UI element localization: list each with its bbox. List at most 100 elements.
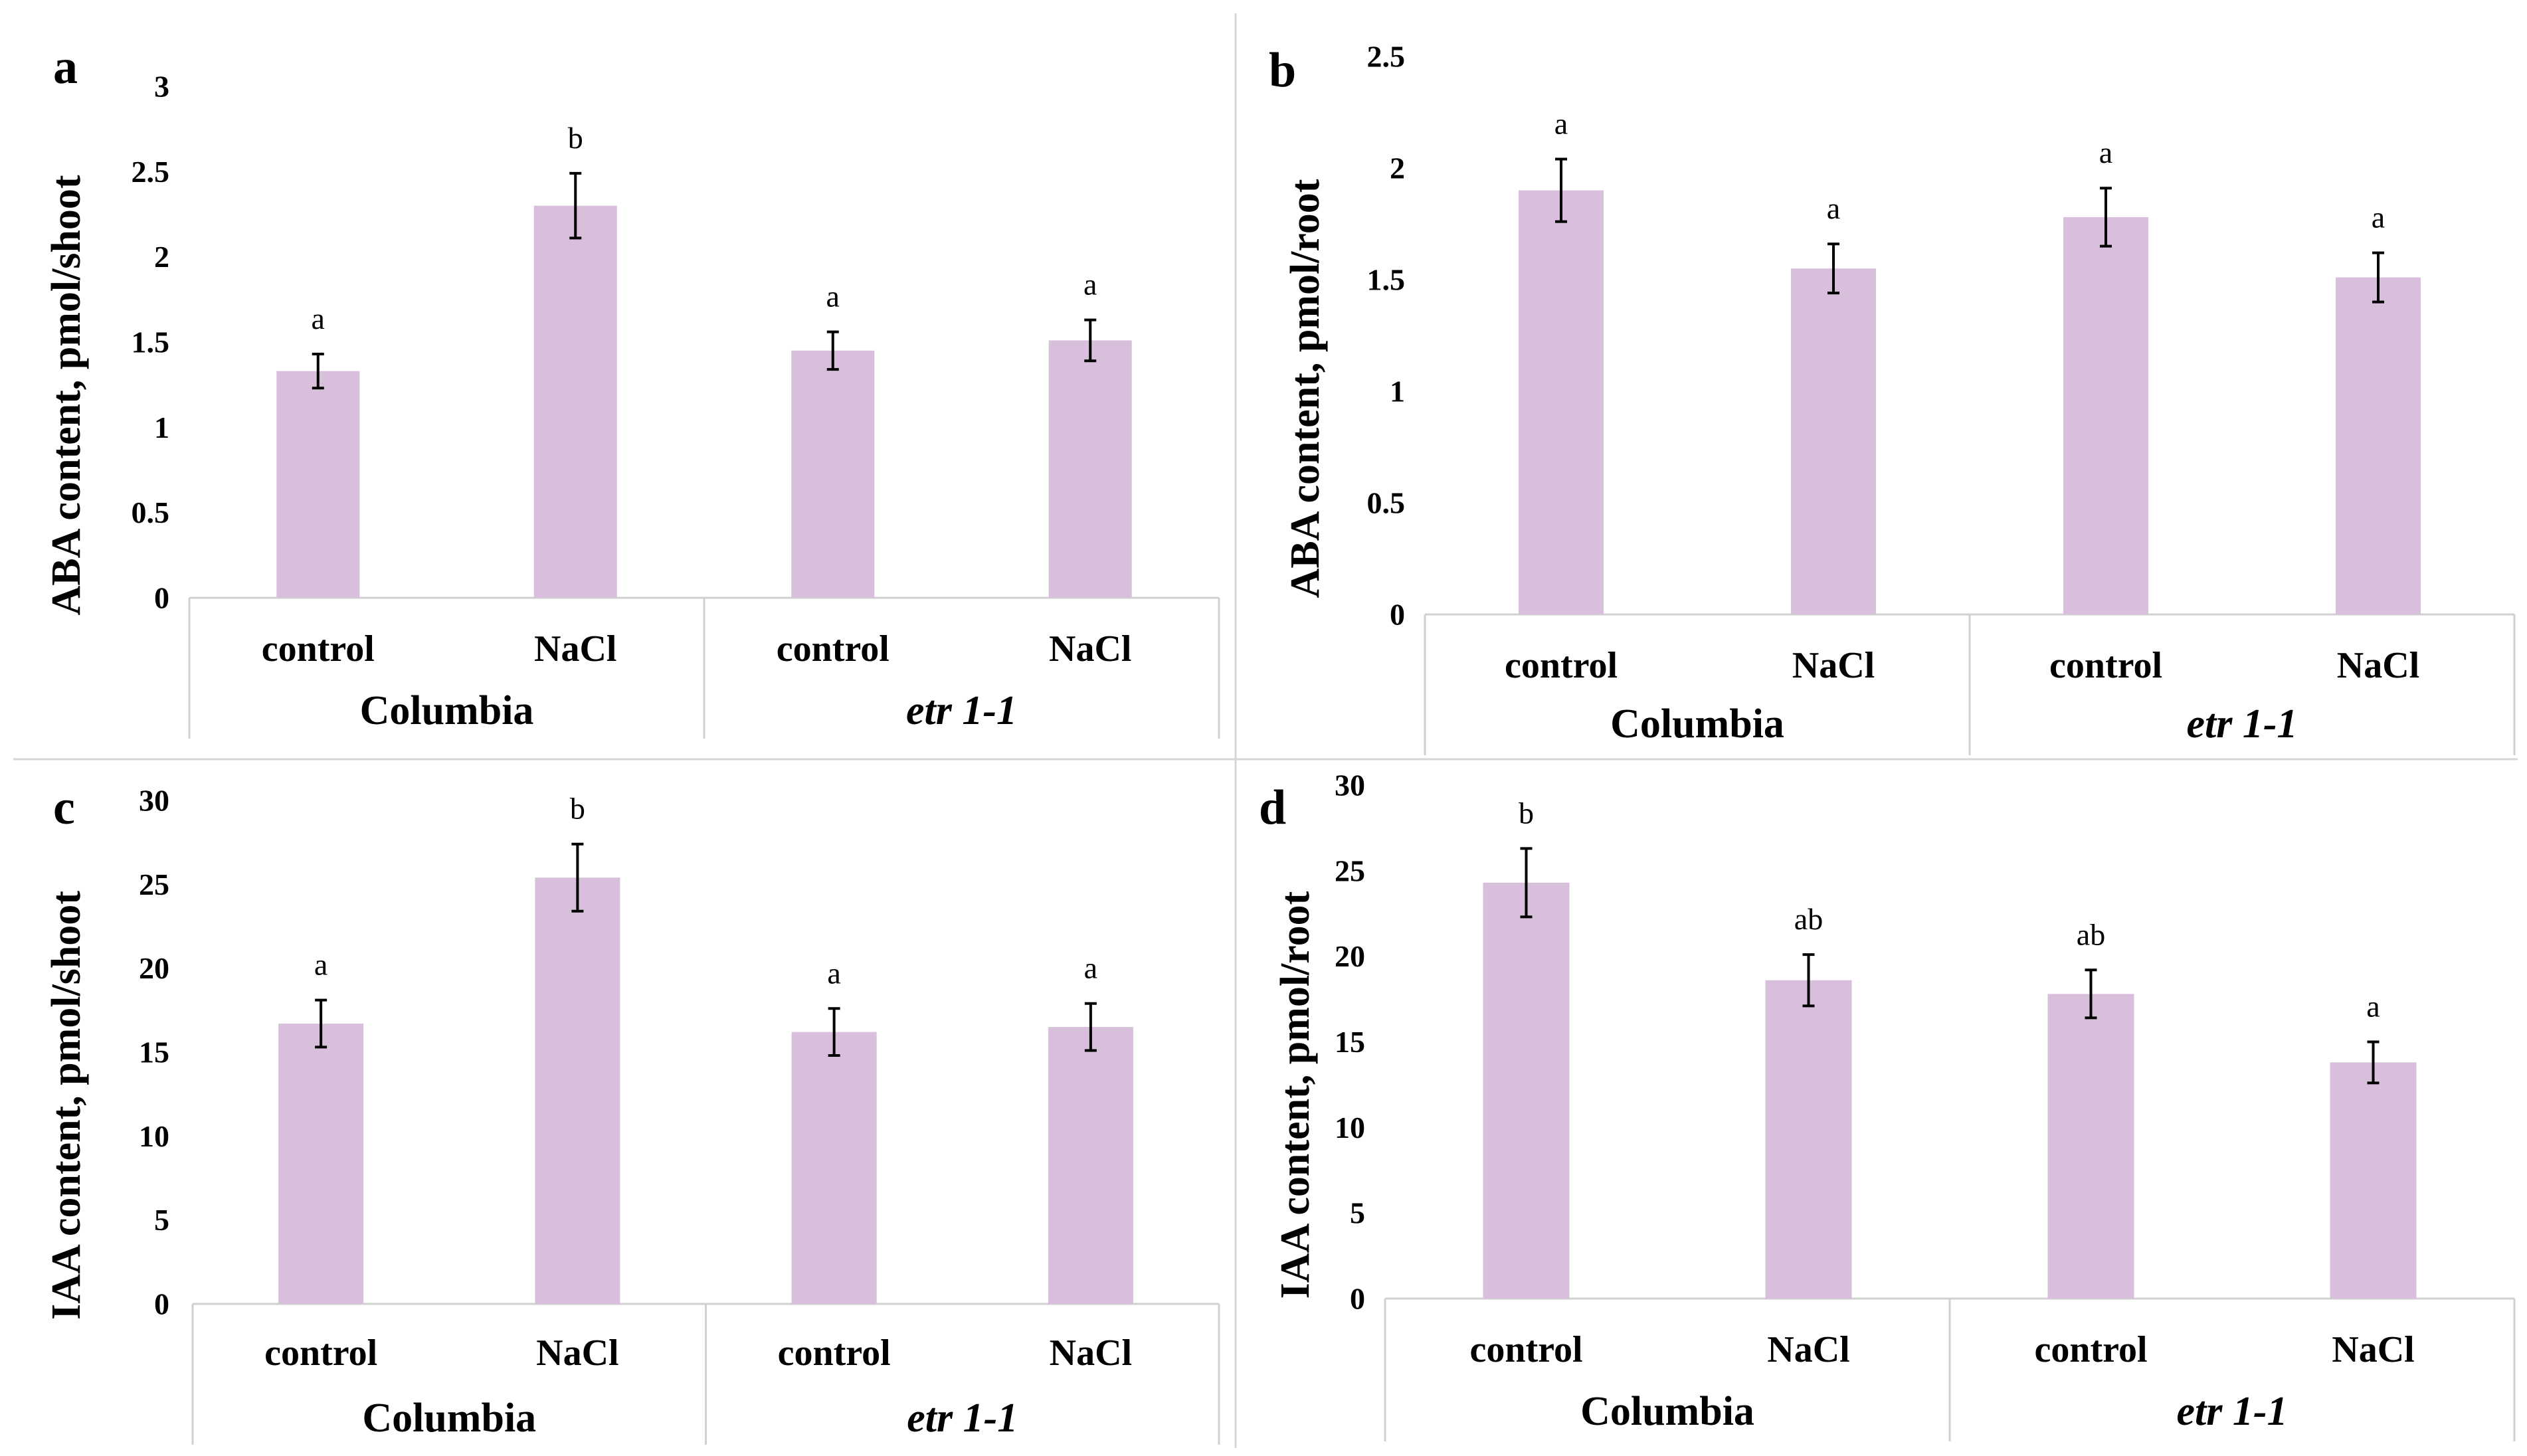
bar bbox=[1483, 882, 1570, 1299]
y-tick-label: 20 bbox=[139, 951, 169, 985]
y-tick-label: 1.5 bbox=[1367, 263, 1406, 297]
bar bbox=[2047, 994, 2134, 1299]
category-label: NaCl bbox=[1050, 1332, 1132, 1374]
y-tick-label: 0 bbox=[1390, 598, 1405, 632]
category-label: NaCl bbox=[1767, 1329, 1849, 1370]
bar bbox=[2063, 217, 2148, 614]
y-axis-label: IAA content, pmol/root bbox=[1273, 891, 1318, 1299]
error-bar bbox=[569, 171, 582, 240]
chart-panel-a: a ABA content, pmol/shoot 0 0.5 1 1.5 2 2.5 3 a co… bbox=[44, 40, 1220, 739]
panel-letter: c bbox=[53, 780, 75, 835]
error-bar bbox=[1084, 1002, 1097, 1052]
bar bbox=[1048, 1027, 1133, 1304]
y-tick-label: 1 bbox=[154, 410, 169, 444]
error-bar bbox=[2367, 1040, 2380, 1085]
y-axis-label: ABA content, pmol/root bbox=[1283, 179, 1328, 598]
category-label: control bbox=[778, 1332, 891, 1374]
category-label: control bbox=[262, 628, 375, 670]
group-label: Columbia bbox=[1580, 1389, 1754, 1434]
category-label: NaCl bbox=[2332, 1329, 2414, 1370]
category-label: control bbox=[2049, 645, 2162, 686]
y-tick-label: 10 bbox=[1335, 1111, 1365, 1144]
significance-letter: a bbox=[1827, 191, 1840, 225]
y-tick-label: 2.5 bbox=[1367, 40, 1406, 74]
category-label: control bbox=[777, 628, 889, 670]
y-tick-label: 2 bbox=[1390, 151, 1405, 185]
significance-letter: a bbox=[1554, 107, 1568, 141]
error-bar bbox=[826, 330, 839, 371]
bar bbox=[2336, 277, 2421, 614]
bar bbox=[535, 877, 620, 1304]
y-tick-label: 2.5 bbox=[132, 155, 170, 189]
panels: a ABA content, pmol/shoot 0 0.5 1 1.5 2 2.5 3 a co… bbox=[44, 40, 2516, 1445]
bar bbox=[1791, 268, 1876, 614]
y-axis-label: ABA content, pmol/shoot bbox=[44, 175, 89, 615]
error-bar bbox=[312, 352, 324, 390]
category-label: control bbox=[1469, 1329, 1582, 1370]
category-label: control bbox=[1505, 645, 1618, 686]
error-bar bbox=[2085, 968, 2097, 1020]
group-label: Columbia bbox=[360, 688, 534, 733]
bar bbox=[791, 350, 875, 598]
bar bbox=[1519, 190, 1604, 615]
significance-letter: a bbox=[826, 280, 840, 314]
bar bbox=[791, 1032, 877, 1304]
chart-panel-d: d IAA content, pmol/root 0 5 10 15 20 25 30 b cont… bbox=[1259, 769, 2516, 1441]
significance-letter: a bbox=[1083, 268, 1097, 302]
significance-letter: a bbox=[2099, 136, 2112, 169]
y-tick-label: 5 bbox=[154, 1203, 169, 1237]
group-label: etr 1-1 bbox=[907, 1396, 1018, 1441]
y-tick-label: 30 bbox=[139, 784, 169, 818]
significance-letter: b bbox=[570, 792, 585, 826]
bar bbox=[276, 371, 360, 598]
y-tick-label: 0 bbox=[154, 581, 169, 615]
panel-letter: d bbox=[1259, 780, 1286, 835]
group-label: etr 1-1 bbox=[906, 688, 1017, 733]
chart-panel-b: b ABA content, pmol/root 0 0.5 1 1.5 2 2.5 a cont… bbox=[1269, 40, 2516, 755]
y-tick-label: 2 bbox=[154, 240, 169, 274]
category-label: control bbox=[264, 1332, 377, 1374]
error-bar bbox=[1827, 242, 1839, 295]
panel-letter: a bbox=[53, 40, 78, 94]
significance-letter: a bbox=[2366, 990, 2380, 1024]
y-tick-label: 15 bbox=[139, 1036, 169, 1069]
error-bar bbox=[2100, 187, 2112, 248]
y-tick-label: 1.5 bbox=[132, 325, 170, 359]
group-label: Columbia bbox=[1610, 701, 1784, 747]
y-tick-label: 20 bbox=[1335, 939, 1365, 973]
error-bar bbox=[571, 842, 584, 913]
y-tick-label: 15 bbox=[1335, 1025, 1365, 1059]
significance-letter: ab bbox=[2077, 917, 2105, 951]
significance-letter: a bbox=[1084, 951, 1097, 985]
y-tick-label: 10 bbox=[139, 1119, 169, 1153]
bar bbox=[533, 205, 617, 598]
bar bbox=[278, 1024, 364, 1304]
significance-letter: a bbox=[827, 956, 840, 990]
error-bar bbox=[315, 998, 328, 1049]
bar bbox=[1765, 980, 1852, 1299]
y-tick-label: 25 bbox=[139, 867, 169, 901]
y-axis-label: IAA content, pmol/shoot bbox=[44, 891, 89, 1320]
error-bar bbox=[1084, 318, 1097, 363]
significance-letter: b bbox=[1519, 796, 1534, 830]
group-label: Columbia bbox=[362, 1396, 536, 1441]
y-tick-label: 0 bbox=[1350, 1282, 1365, 1316]
category-label: NaCl bbox=[1049, 628, 1131, 670]
category-label: NaCl bbox=[1792, 645, 1875, 686]
bar bbox=[1048, 340, 1132, 598]
error-bar bbox=[1802, 953, 1815, 1008]
y-tick-label: 5 bbox=[1350, 1196, 1365, 1230]
y-tick-label: 3 bbox=[154, 70, 169, 104]
chart-panel-c: c IAA content, pmol/shoot 0 5 10 15 20 25 30 a con… bbox=[44, 780, 1220, 1445]
significance-letter: b bbox=[568, 121, 583, 155]
y-tick-label: 0.5 bbox=[1367, 486, 1406, 520]
significance-letter: a bbox=[312, 302, 325, 335]
category-label: NaCl bbox=[534, 628, 616, 670]
y-tick-label: 1 bbox=[1390, 375, 1405, 409]
category-label: control bbox=[2034, 1329, 2147, 1370]
error-bar bbox=[1520, 847, 1533, 919]
panel-letter: b bbox=[1269, 43, 1296, 98]
group-label: etr 1-1 bbox=[2176, 1389, 2287, 1434]
category-label: NaCl bbox=[2337, 645, 2419, 686]
error-bar bbox=[1555, 157, 1567, 223]
